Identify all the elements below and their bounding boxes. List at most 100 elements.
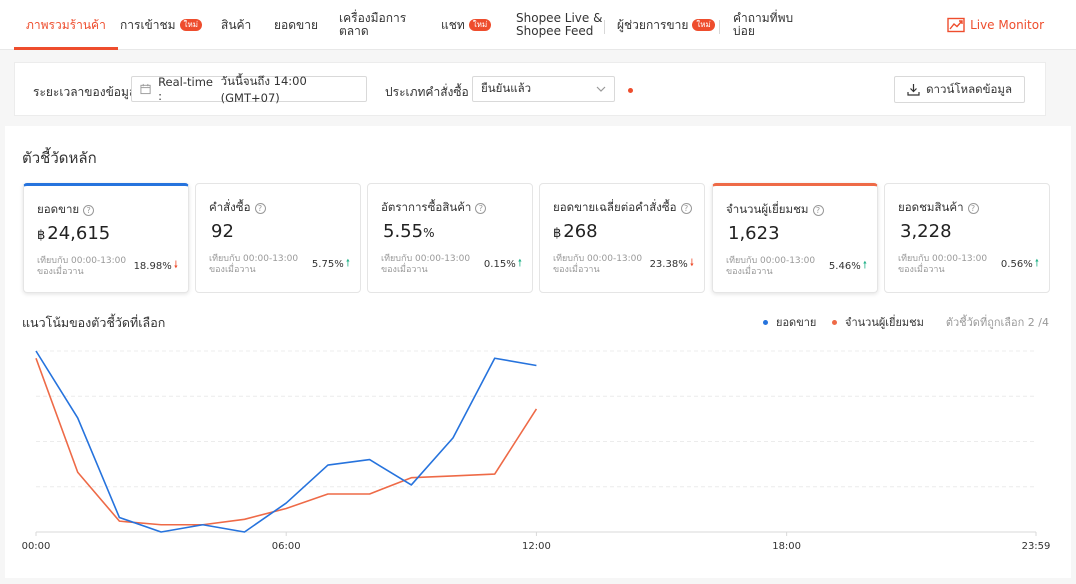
- help-icon[interactable]: ?: [967, 202, 979, 214]
- order-type-value: ยืนยันแล้ว: [481, 81, 532, 95]
- tab-label: ภาพรวมร้านค้า: [26, 17, 106, 32]
- metric-label: อัตราการซื้อสินค้า?: [381, 199, 487, 217]
- metric-card[interactable]: อัตราการซื้อสินค้า? 5.55% เทียบกับ 00:00-1…: [367, 183, 533, 293]
- metric-value-number: 1,623: [728, 223, 780, 244]
- legend-item-sales[interactable]: ยอดขาย: [763, 313, 816, 331]
- metric-change-pct: 23.38%: [649, 259, 688, 270]
- time-range-picker[interactable]: Real-time : วันนี้จนถึง 14:00 (GMT+07): [131, 74, 367, 105]
- nav-divider: [719, 20, 720, 34]
- x-tick-label: 00:00: [22, 541, 51, 552]
- filter-bar: ระยะเวลาของข้อมูล Real-time : วันนี้จนถึ…: [14, 62, 1046, 116]
- metric-label-text: จำนวนผู้เยี่ยมชม: [726, 202, 809, 216]
- x-tick-label: 18:00: [772, 541, 801, 552]
- metric-value-number: 268: [563, 221, 598, 242]
- metric-label-text: ยอดขายเฉลี่ยต่อคำสั่งซื้อ: [553, 200, 677, 214]
- metric-unit: %: [423, 226, 435, 240]
- metric-value: ฿ 24,615: [37, 223, 110, 244]
- metric-label-text: ยอดขาย: [37, 202, 80, 216]
- metric-label: ยอดชมสินค้า?: [898, 199, 979, 217]
- help-icon[interactable]: ?: [812, 204, 824, 216]
- tab-marketing-tools[interactable]: เครื่องมือการ ตลาด: [339, 0, 406, 50]
- key-metrics-panel: ตัวชี้วัดหลัก ยอดขาย? ฿ 24,615 เทียบกับ 00:…: [5, 126, 1071, 578]
- tab-sales[interactable]: ยอดขาย: [274, 0, 318, 50]
- metric-value: 3,228: [898, 221, 952, 242]
- tab-chat[interactable]: แชท ใหม่: [441, 0, 492, 50]
- metric-change: 5.75% 🠕: [312, 256, 350, 273]
- series-line-visitors[interactable]: [35, 357, 538, 526]
- tab-label-line2: ตลาด: [339, 24, 369, 38]
- currency-symbol: ฿: [37, 228, 46, 243]
- metric-compare-text: เทียบกับ 00:00-13:00 ของเมื่อวาน: [898, 254, 988, 275]
- time-range-value: วันนี้จนถึง 14:00 (GMT+07): [220, 74, 307, 105]
- metric-change-pct: 0.56%: [1000, 259, 1033, 270]
- tab-label-wrap: Shopee Live & Shopee Feed: [516, 12, 602, 38]
- metric-change: 0.15% 🠕: [484, 256, 522, 273]
- tab-label-line2: Shopee Feed: [516, 24, 594, 38]
- metric-change-pct: 5.75%: [311, 259, 344, 270]
- legend-item-visitors[interactable]: จำนวนผู้เยี่ยมชม: [832, 313, 924, 331]
- series-line-sales[interactable]: [35, 350, 537, 533]
- legend-label: จำนวนผู้เยี่ยมชม: [845, 316, 924, 329]
- tab-label-line2: บ่อย: [733, 24, 755, 38]
- metric-value-number: 92: [211, 221, 234, 242]
- metric-change: 18.98% 🠗: [134, 258, 178, 275]
- nav-divider: [604, 20, 605, 34]
- panel-title: ตัวชี้วัดหลัก: [22, 149, 97, 167]
- metric-change: 23.38% 🠗: [650, 256, 694, 273]
- help-icon[interactable]: ?: [83, 204, 95, 216]
- tab-shop-overview[interactable]: ภาพรวมร้านค้า: [14, 0, 118, 50]
- new-badge: ใหม่: [179, 19, 202, 31]
- metric-card[interactable]: คำสั่งซื้อ? 92 เทียบกับ 00:00-13:00 ของเมื…: [195, 183, 361, 293]
- metric-label-text: ยอดชมสินค้า: [898, 200, 964, 214]
- metric-card[interactable]: ยอดขายเฉลี่ยต่อคำสั่งซื้อ? ฿ 268 เทียบกับ 0…: [539, 183, 705, 293]
- metric-label: คำสั่งซื้อ?: [209, 199, 266, 217]
- x-tick-label: 12:00: [522, 541, 551, 552]
- tab-traffic[interactable]: การเข้าชม ใหม่: [120, 0, 202, 50]
- metric-label-text: คำสั่งซื้อ: [209, 200, 251, 214]
- metric-change: 0.56% 🠕: [1001, 256, 1039, 273]
- legend-label: ยอดขาย: [776, 316, 817, 329]
- live-monitor-link[interactable]: Live Monitor: [947, 0, 1044, 50]
- tab-products[interactable]: สินค้า: [221, 0, 251, 50]
- metric-compare-text: เทียบกับ 00:00-13:00 ของเมื่อวาน: [381, 254, 471, 275]
- tab-shopee-live-feed[interactable]: Shopee Live & Shopee Feed: [516, 0, 602, 50]
- selected-metrics-count: ตัวชี้วัดที่ถูกเลือก 2 /4: [945, 316, 1049, 329]
- arrow-up-icon: 🠕: [1034, 258, 1039, 269]
- chart-trend-icon: [947, 17, 965, 33]
- arrow-up-icon: 🠕: [517, 258, 522, 269]
- tab-label: ยอดขาย: [274, 17, 319, 32]
- download-icon: [907, 84, 920, 96]
- trend-title: แนวโน้มของตัวชี้วัดที่เลือก: [22, 315, 166, 330]
- metric-label: จำนวนผู้เยี่ยมชม?: [726, 201, 824, 219]
- arrow-up-icon: 🠕: [862, 260, 867, 271]
- metric-value: 1,623: [726, 223, 780, 244]
- metric-compare-text: เทียบกับ 00:00-13:00 ของเมื่อวาน: [553, 254, 643, 275]
- metric-change-pct: 0.15%: [483, 259, 516, 270]
- tab-faq[interactable]: คำถามที่พบ บ่อย: [733, 0, 793, 50]
- tab-label: สินค้า: [221, 17, 252, 32]
- calendar-icon: [140, 83, 151, 95]
- time-range-prefix: Real-time :: [158, 75, 213, 103]
- metric-value: 5.55%: [381, 221, 434, 242]
- help-icon[interactable]: ?: [475, 202, 487, 214]
- help-icon[interactable]: ?: [254, 202, 266, 214]
- help-icon[interactable]: ?: [680, 202, 692, 214]
- new-badge: ใหม่: [468, 19, 492, 31]
- metric-compare-text: เทียบกับ 00:00-13:00 ของเมื่อวาน: [209, 254, 299, 275]
- download-data-button[interactable]: ดาวน์โหลดข้อมูล: [894, 76, 1025, 103]
- x-tick-label: 06:00: [272, 541, 301, 552]
- metric-card[interactable]: ยอดขาย? ฿ 24,615 เทียบกับ 00:00-13:00 ของเม…: [23, 183, 189, 293]
- metric-label-text: อัตราการซื้อสินค้า: [381, 200, 472, 214]
- metric-value: ฿ 268: [553, 221, 598, 242]
- metric-card[interactable]: จำนวนผู้เยี่ยมชม? 1,623 เทียบกับ 00:00-13:…: [712, 183, 878, 293]
- metric-card[interactable]: ยอดชมสินค้า? 3,228 เทียบกับ 00:00-13:00 ขอ…: [884, 183, 1050, 293]
- tab-label: คำถามที่พบ: [733, 11, 794, 25]
- metric-label: ยอดขาย?: [37, 201, 95, 219]
- tab-label: การเข้าชม: [120, 17, 176, 32]
- tab-label: เครื่องมือการ: [339, 11, 407, 25]
- tab-label: ผู้ช่วยการขาย: [617, 17, 689, 32]
- metric-change: 5.46% 🠕: [829, 258, 867, 275]
- chevron-down-icon: [596, 86, 606, 92]
- tab-sales-assistant[interactable]: ผู้ช่วยการขาย ใหม่: [617, 0, 715, 50]
- order-type-select[interactable]: ยืนยันแล้ว: [472, 76, 615, 102]
